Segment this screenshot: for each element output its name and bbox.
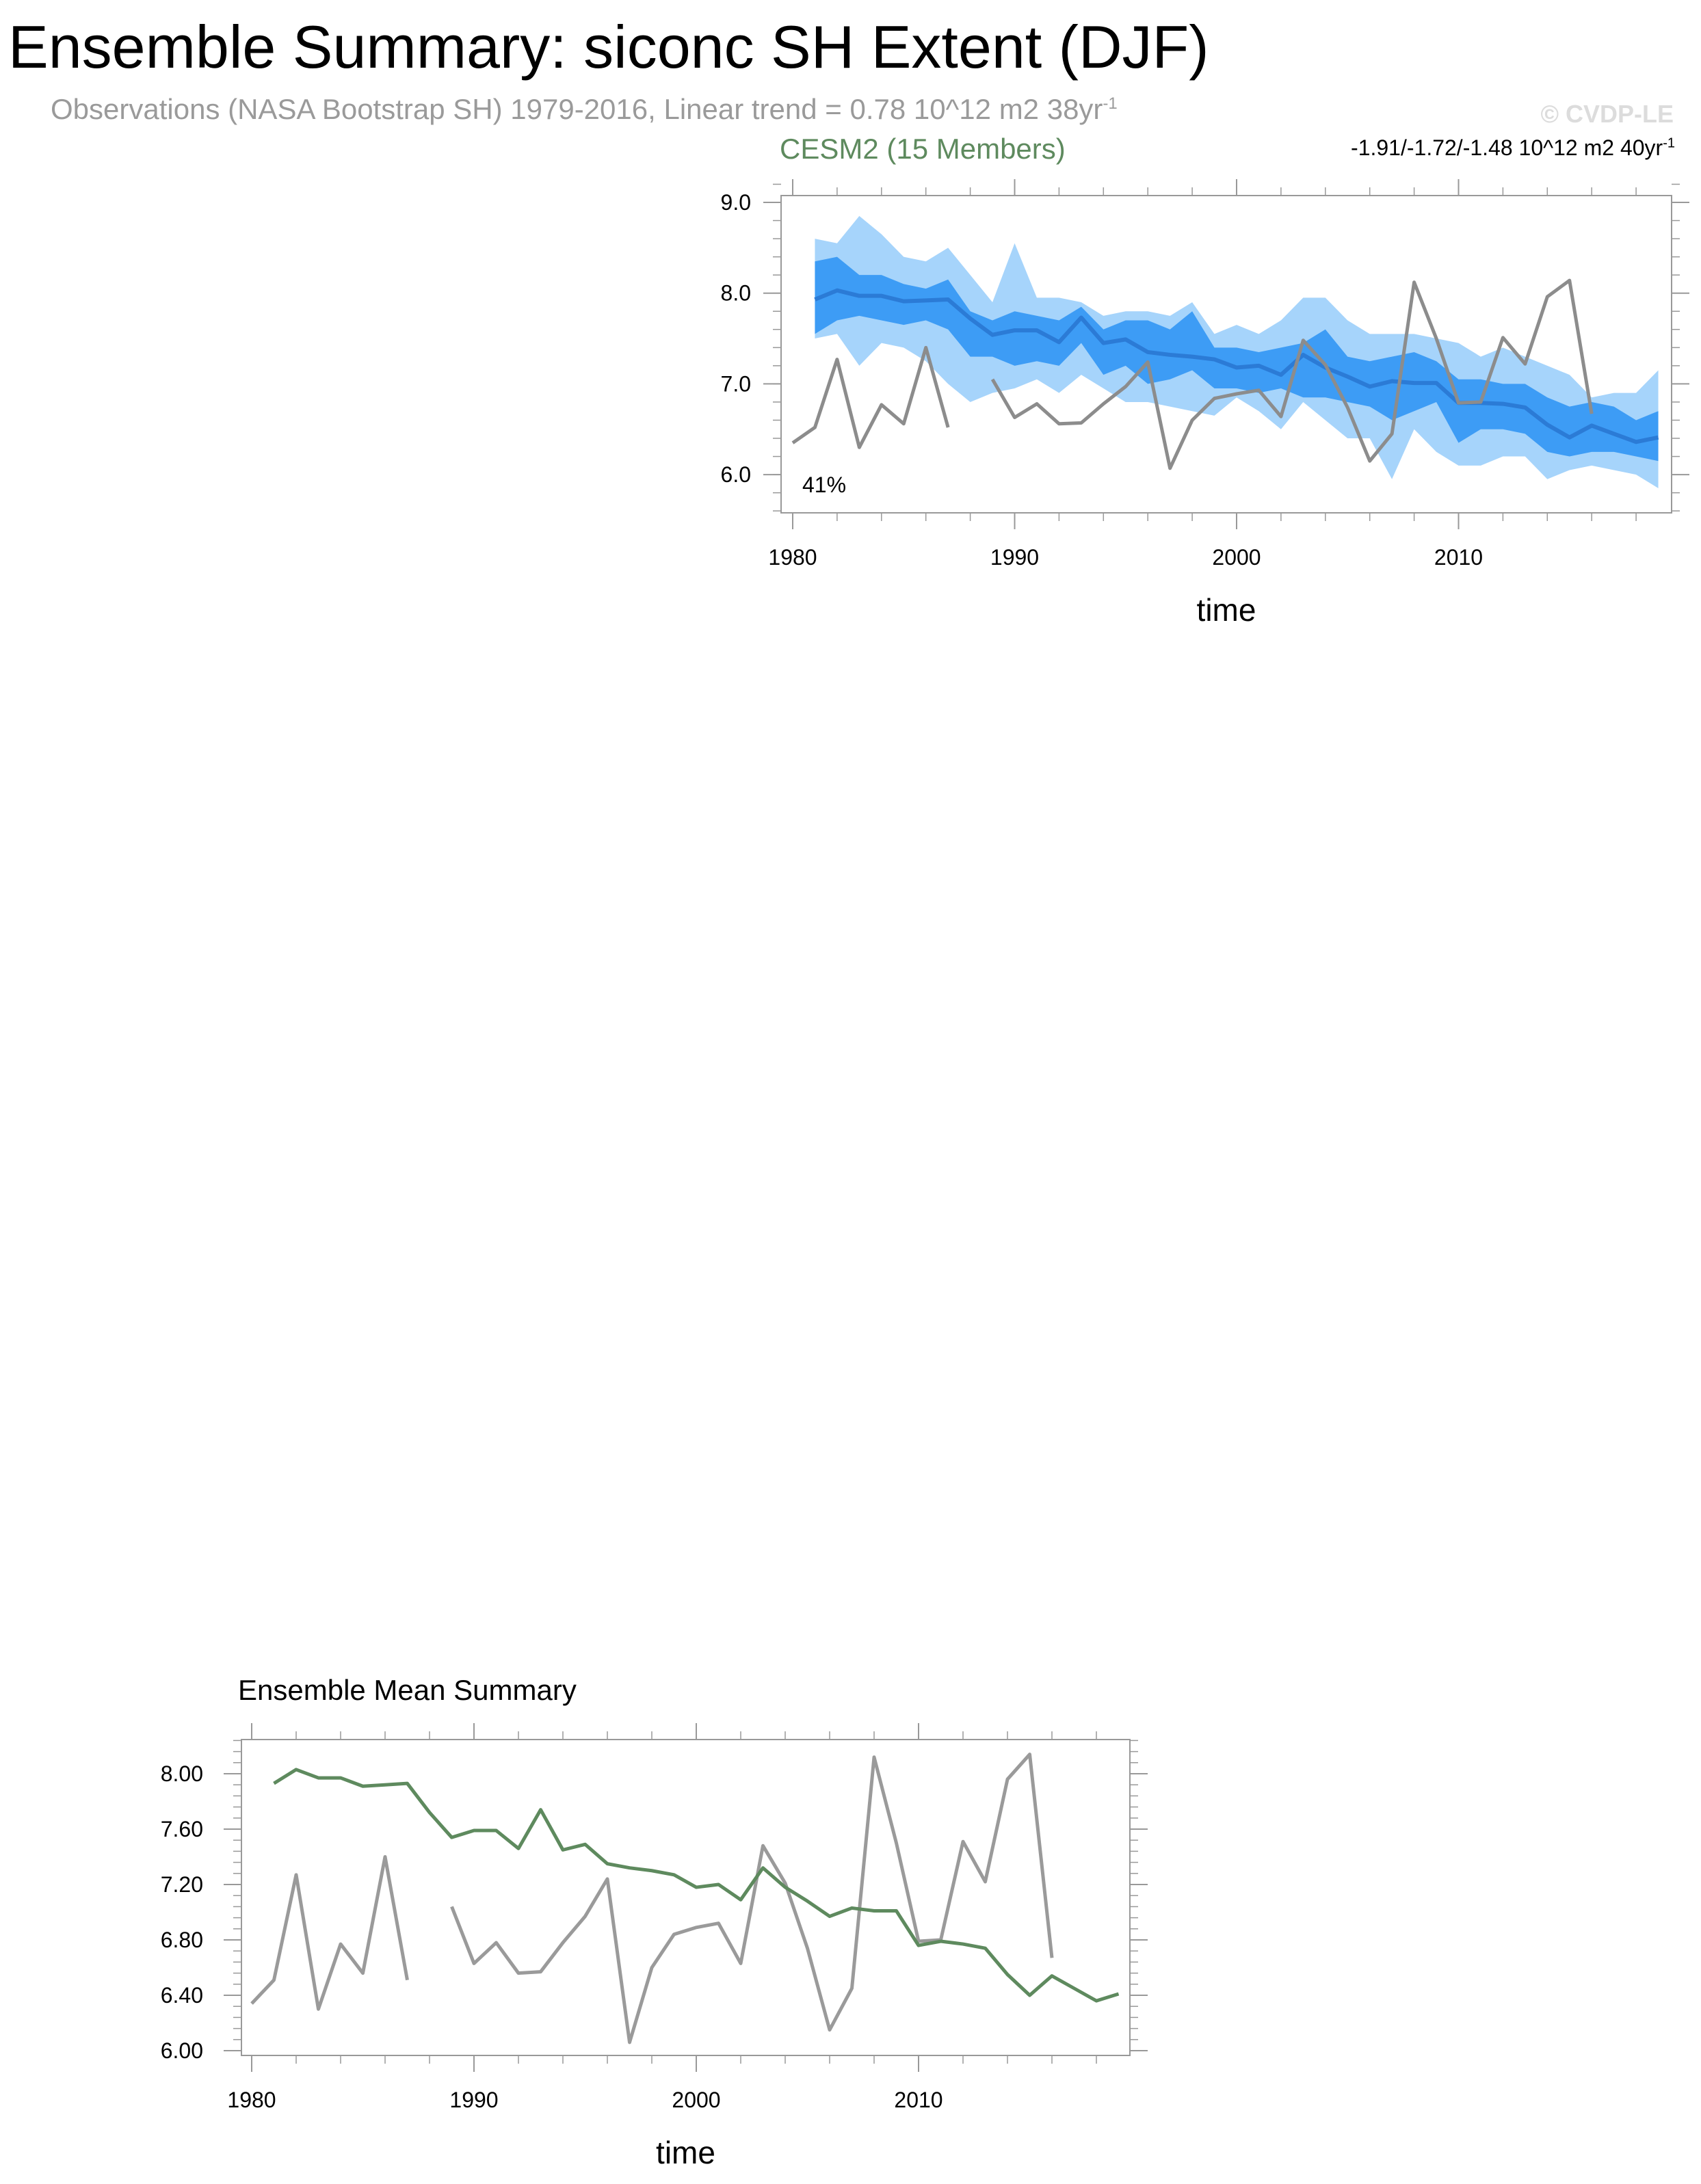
top-x-tick-label: 2000 [1212, 545, 1261, 570]
top-x-tick-label: 1990 [990, 545, 1039, 570]
cesm2-trend-value: -1.91/-1.72/-1.48 10^12 m2 40yr [1351, 135, 1663, 160]
observations-subtitle-exponent: -1 [1103, 94, 1118, 113]
top-y-tick-label: 7.0 [721, 371, 751, 396]
top-x-tick-label: 1980 [768, 545, 817, 570]
inner-spread-band [815, 256, 1659, 462]
top-y-tick-label: 9.0 [721, 190, 751, 215]
observations-subtitle: Observations (NASA Bootstrap SH) 1979-20… [51, 93, 1118, 126]
percent-label: 41% [802, 472, 846, 497]
ensemble-mean-panel-title: Ensemble Mean Summary [238, 1674, 577, 1706]
ensemble-mean-line [814, 288, 1659, 444]
cesm2-trend-exponent: -1 [1663, 135, 1675, 151]
cesm2-trend-text: -1.91/-1.72/-1.48 10^12 m2 40yr-1 [1351, 135, 1675, 161]
cesm2-plot-area: 1980 1990 2000 2010 6.0 7.0 8.0 9.0 time [721, 179, 1689, 628]
observations-line [990, 278, 1594, 470]
page-title: Ensemble Summary: siconc SH Extent (DJF) [8, 13, 1209, 81]
observations-line [791, 345, 950, 449]
observations-subtitle-text: Observations (NASA Bootstrap SH) 1979-20… [51, 93, 1103, 125]
cvdp-watermark: © CVDP-LE [1540, 100, 1674, 128]
top-x-axis-title: time [1197, 592, 1256, 628]
top-y-tick-label: 6.0 [721, 462, 751, 487]
cesm2-panel-title: CESM2 (15 Members) [780, 133, 1066, 165]
top-plot-frame [780, 195, 1672, 514]
top-x-tick-label: 2010 [1434, 545, 1483, 570]
top-y-tick-label: 8.0 [721, 281, 751, 306]
